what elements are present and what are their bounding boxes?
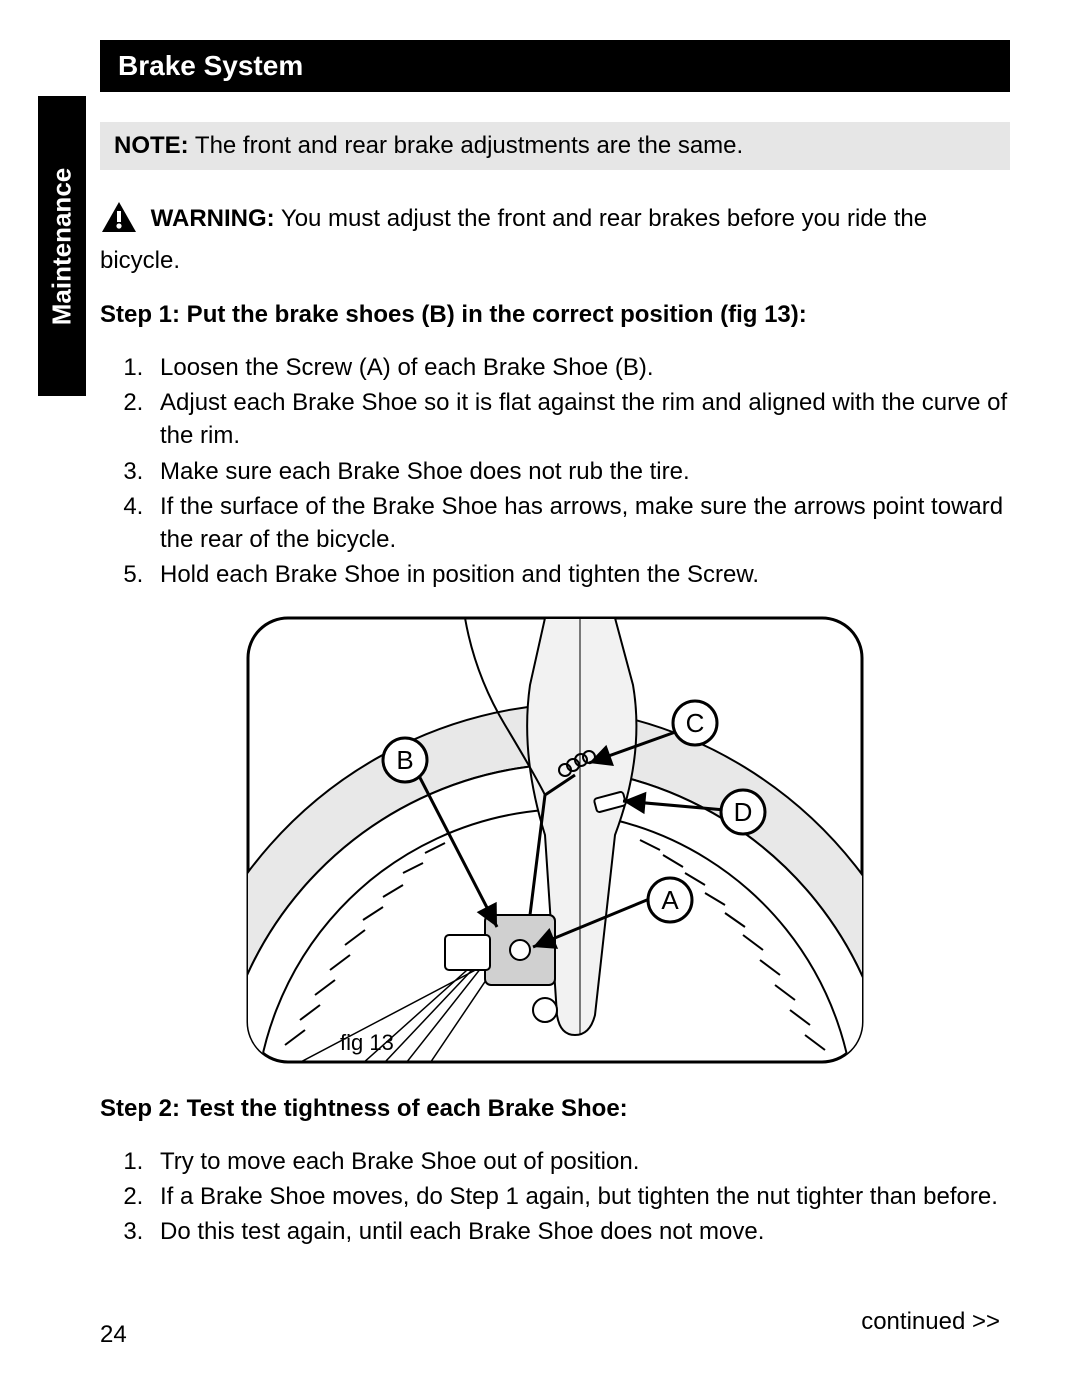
list-item: Hold each Brake Shoe in position and tig… <box>150 558 1010 591</box>
list-item: Adjust each Brake Shoe so it is flat aga… <box>150 386 1010 452</box>
page-number: 24 <box>100 1321 127 1349</box>
section-title: Brake System <box>118 50 303 81</box>
step2-heading: Step 2: Test the tightness of each Brake… <box>100 1095 1010 1123</box>
warning-paragraph: WARNING: You must adjust the front and r… <box>100 200 1010 277</box>
warning-icon <box>100 200 138 244</box>
callout-c: C <box>686 708 705 738</box>
list-item: Do this test again, until each Brake Sho… <box>150 1215 1010 1248</box>
note-box: NOTE: The front and rear brake adjustmen… <box>100 122 1010 170</box>
list-item: If the surface of the Brake Shoe has arr… <box>150 490 1010 556</box>
figure-caption: fig 13 <box>340 1030 394 1055</box>
list-item: Loosen the Screw (A) of each Brake Shoe … <box>150 351 1010 384</box>
manual-page: Brake System Maintenance NOTE: The front… <box>0 0 1080 1397</box>
side-tab: Maintenance <box>38 96 86 396</box>
note-text: The front and rear brake adjustments are… <box>189 132 744 159</box>
warning-label: WARNING: <box>151 205 275 232</box>
section-header: Brake System <box>100 40 1010 92</box>
callout-a: A <box>661 885 679 915</box>
continued-label: continued >> <box>100 1308 1010 1336</box>
figure-13: fig 13 B C D A <box>100 615 1010 1065</box>
step1-heading: Step 1: Put the brake shoes (B) in the c… <box>100 301 1010 329</box>
step1-list: Loosen the Screw (A) of each Brake Shoe … <box>100 351 1010 591</box>
list-item: Try to move each Brake Shoe out of posit… <box>150 1145 1010 1178</box>
note-label: NOTE: <box>114 132 189 159</box>
list-item: If a Brake Shoe moves, do Step 1 again, … <box>150 1180 1010 1213</box>
list-item: Make sure each Brake Shoe does not rub t… <box>150 455 1010 488</box>
side-tab-label: Maintenance <box>47 167 78 325</box>
callout-d: D <box>734 797 753 827</box>
callout-b: B <box>396 745 413 775</box>
step2-list: Try to move each Brake Shoe out of posit… <box>100 1145 1010 1248</box>
